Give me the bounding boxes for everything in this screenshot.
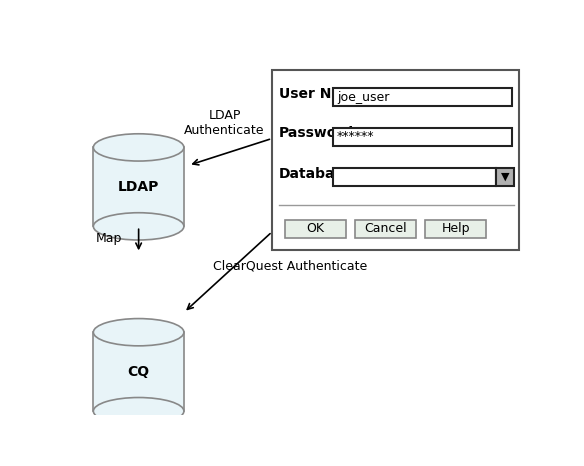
Text: Cancel: Cancel [364,222,407,235]
Bar [425,219,486,238]
Bar [93,332,184,411]
Text: Database: Database [279,167,353,181]
Text: ClearQuest Authenticate: ClearQuest Authenticate [213,260,367,272]
Bar [355,219,416,238]
Bar [272,70,519,250]
Text: LDAP
Authenticate: LDAP Authenticate [185,109,265,137]
Text: joe_user: joe_user [337,91,390,103]
Text: User Name: User Name [279,87,364,101]
Bar [333,128,512,145]
Text: ▼: ▼ [501,172,509,182]
Bar [333,88,512,106]
Bar [93,147,184,226]
Ellipse shape [93,212,184,240]
Bar [496,168,515,186]
Ellipse shape [93,134,184,161]
Bar [285,219,346,238]
Text: CQ: CQ [127,365,150,379]
Text: LDAP: LDAP [118,180,159,194]
Text: Password: Password [279,126,354,140]
Ellipse shape [93,397,184,425]
Text: Map: Map [96,233,123,246]
Text: Help: Help [442,222,470,235]
Text: OK: OK [307,222,324,235]
Bar [333,168,496,186]
Ellipse shape [93,319,184,346]
Text: ******: ****** [337,130,374,143]
